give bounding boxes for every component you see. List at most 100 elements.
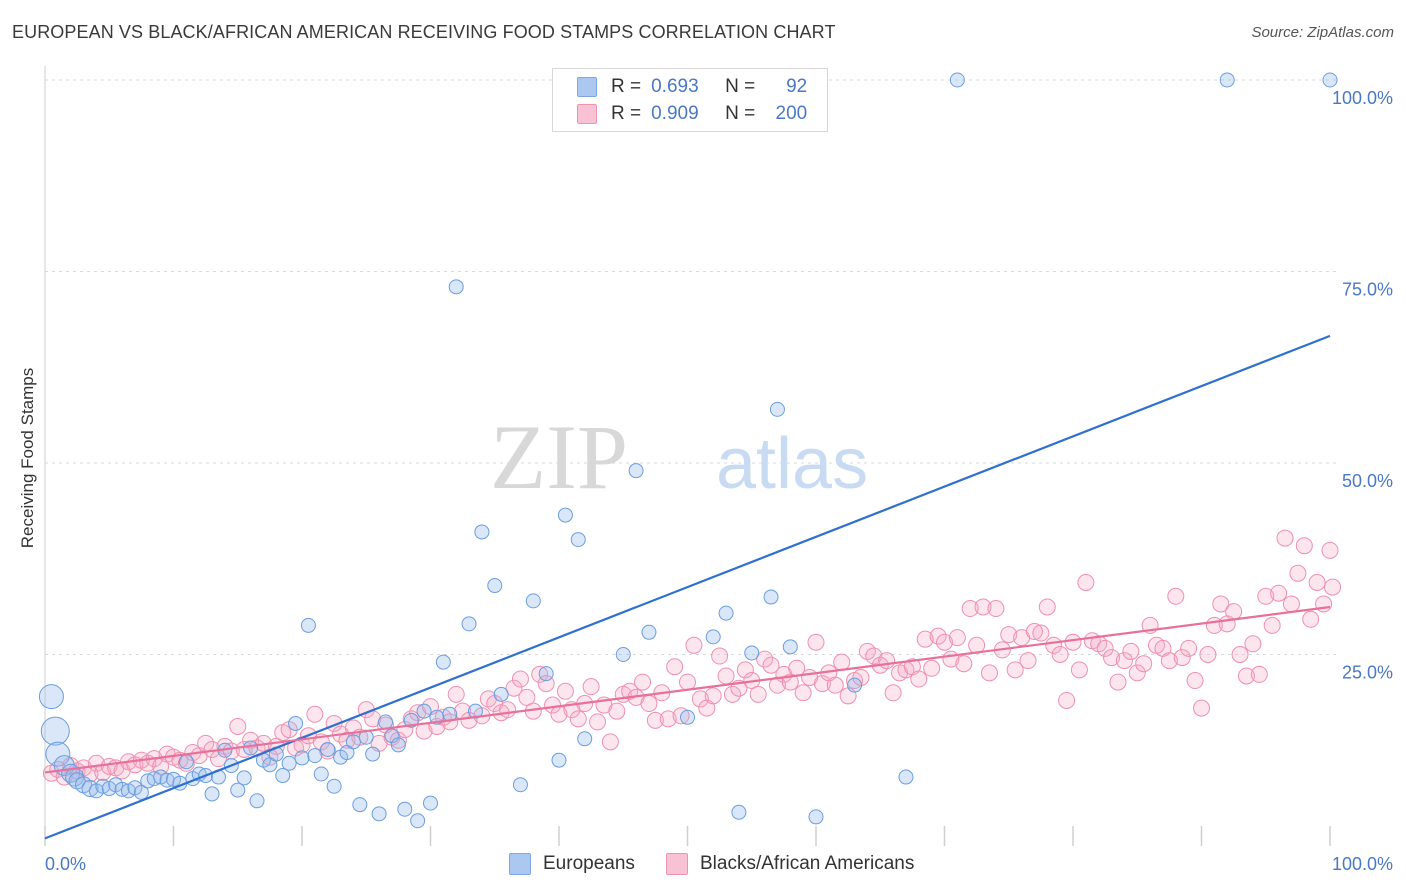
data-point-blacks xyxy=(762,656,780,674)
data-point-europeans xyxy=(294,750,310,766)
data-point-europeans xyxy=(680,709,695,725)
data-point-blacks xyxy=(1282,595,1300,613)
data-point-europeans xyxy=(178,754,194,770)
data-point-europeans xyxy=(249,793,265,809)
data-point-europeans xyxy=(718,605,734,621)
bottom-legend-swatch-europeans xyxy=(509,853,531,875)
data-point-blacks xyxy=(704,687,722,705)
legend-row-europeans: R = 0.693 N = 92 xyxy=(577,75,807,99)
data-point-europeans xyxy=(487,578,503,594)
data-point-blacks xyxy=(987,600,1005,618)
bottom-legend-europeans: Europeans xyxy=(509,852,635,876)
data-point-europeans xyxy=(307,748,323,764)
legend: R = 0.693 N = 92 R = 0.909 N = 200 xyxy=(552,68,828,132)
data-point-blacks xyxy=(1064,633,1082,651)
data-point-blacks xyxy=(1135,655,1153,673)
data-point-blacks xyxy=(852,668,870,686)
data-point-europeans xyxy=(628,463,644,479)
data-point-blacks xyxy=(717,667,735,685)
data-point-europeans xyxy=(300,617,316,633)
data-point-blacks xyxy=(749,685,767,703)
data-point-europeans xyxy=(493,686,509,702)
legend-r-value: 0.693 xyxy=(651,76,699,97)
data-point-blacks xyxy=(1109,673,1127,691)
data-point-europeans xyxy=(365,746,381,762)
watermark: ZIP atlas xyxy=(490,406,868,508)
tick-labels: 25.0% 50.0% 75.0% 100.0% 0.0% 100.0% xyxy=(45,88,1393,874)
data-point-blacks xyxy=(666,658,684,676)
data-point-europeans xyxy=(378,714,394,730)
data-point-europeans xyxy=(281,755,297,771)
data-point-europeans xyxy=(577,731,593,747)
data-point-blacks xyxy=(936,633,953,651)
data-point-blacks xyxy=(659,710,677,728)
data-point-blacks xyxy=(1250,665,1268,683)
data-point-blacks xyxy=(100,757,118,775)
data-point-blacks xyxy=(1199,646,1217,663)
bottom-legend-label-blacks: Blacks/African Americans xyxy=(700,853,915,874)
data-point-blacks xyxy=(306,705,324,723)
data-point-blacks xyxy=(1193,699,1210,717)
y-axis-label: Receiving Food Stamps xyxy=(18,368,37,548)
data-point-blacks xyxy=(1096,639,1114,657)
data-point-blacks xyxy=(679,673,696,691)
axes xyxy=(44,66,1331,846)
data-point-europeans xyxy=(133,784,149,800)
trend-line-blacks xyxy=(44,605,1331,774)
data-point-europeans xyxy=(288,715,304,731)
data-point-blacks xyxy=(1180,639,1198,657)
data-point-blacks xyxy=(1289,564,1307,582)
data-point-europeans xyxy=(898,769,914,785)
data-point-europeans xyxy=(615,647,631,662)
data-point-europeans xyxy=(808,809,824,825)
data-point-europeans xyxy=(397,801,413,817)
data-point-blacks xyxy=(1000,626,1018,644)
trend-line-europeans xyxy=(44,334,1331,840)
data-point-europeans xyxy=(326,778,342,794)
data-point-blacks xyxy=(685,636,703,654)
data-point-blacks xyxy=(505,679,523,697)
data-point-europeans xyxy=(551,752,567,768)
data-point-europeans xyxy=(782,639,798,655)
data-point-europeans xyxy=(435,654,451,670)
data-point-blacks xyxy=(646,711,664,729)
data-point-blacks xyxy=(589,713,607,731)
data-point-blacks xyxy=(499,701,517,719)
data-point-blacks xyxy=(518,688,536,706)
data-point-blacks xyxy=(929,627,947,645)
data-point-blacks xyxy=(447,685,465,703)
data-point-blacks xyxy=(1128,664,1146,682)
trend-lines xyxy=(44,334,1331,840)
data-point-blacks xyxy=(711,647,729,665)
data-point-europeans xyxy=(538,666,554,682)
data-point-europeans xyxy=(525,593,541,609)
data-point-blacks xyxy=(910,670,928,688)
data-point-blacks xyxy=(582,678,600,696)
data-point-blacks xyxy=(1006,661,1024,679)
data-point-blacks xyxy=(1302,610,1320,628)
data-point-blacks xyxy=(229,718,247,736)
data-point-blacks xyxy=(878,652,896,670)
data-point-europeans xyxy=(423,795,438,811)
source-credit: Source: ZipAtlas.com xyxy=(1251,24,1394,41)
data-point-blacks xyxy=(1225,603,1243,621)
data-point-europeans xyxy=(38,684,64,710)
data-point-europeans xyxy=(763,589,779,605)
data-point-blacks xyxy=(1025,623,1043,641)
data-point-blacks xyxy=(621,682,639,700)
data-point-europeans xyxy=(1322,72,1338,88)
data-point-blacks xyxy=(955,655,973,673)
data-point-blacks xyxy=(1160,652,1178,670)
legend-r-label: R = xyxy=(611,103,642,124)
data-point-blacks xyxy=(634,673,652,691)
europeans-points xyxy=(38,72,1338,829)
data-point-europeans xyxy=(45,741,71,767)
data-point-blacks xyxy=(1032,624,1050,642)
data-point-blacks xyxy=(833,653,851,671)
data-point-europeans xyxy=(230,782,246,798)
data-point-blacks xyxy=(1070,661,1088,679)
data-point-europeans xyxy=(204,786,220,802)
data-point-blacks xyxy=(1077,573,1095,591)
data-point-europeans xyxy=(847,677,863,693)
